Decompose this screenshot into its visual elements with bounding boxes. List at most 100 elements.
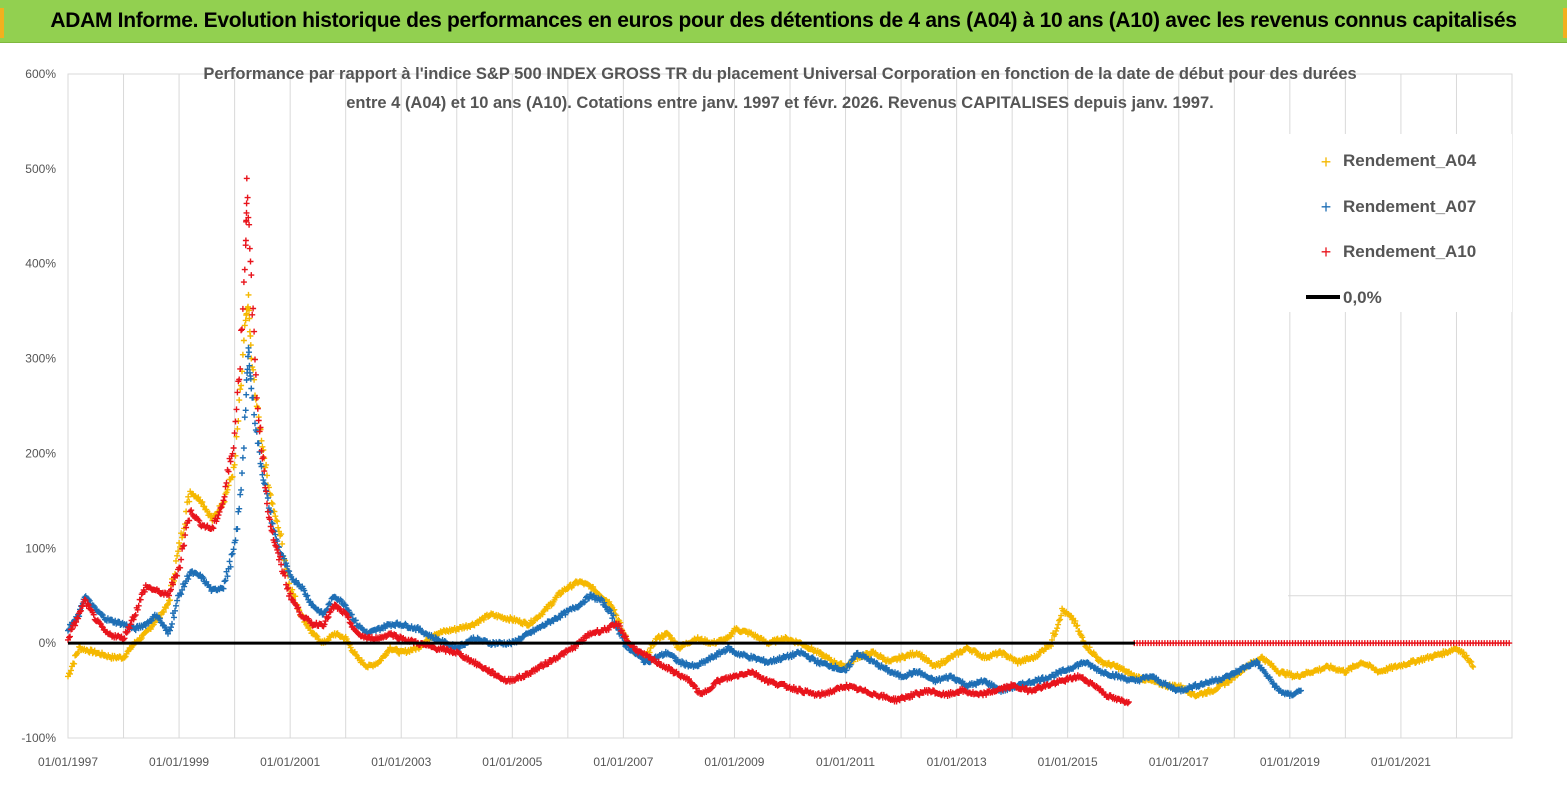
data-point: [590, 584, 597, 590]
data-point: [75, 649, 82, 655]
data-point: [138, 635, 145, 641]
data-point: [306, 624, 313, 631]
data-point: [248, 355, 255, 362]
y-tick-label: 100%: [25, 541, 56, 555]
data-point: [1056, 617, 1063, 624]
data-point: [539, 611, 546, 618]
y-tick-label: 0%: [39, 636, 57, 650]
data-point: [268, 499, 275, 506]
x-axis-ticks: 01/01/1997 01/01/1999 01/01/2001 01/01/2003…: [38, 755, 1431, 769]
legend-marker-a10: +: [1321, 242, 1332, 262]
data-point: [229, 473, 236, 480]
x-tick-label: 01/01/2007: [593, 755, 653, 769]
y-tick-label: 200%: [25, 446, 56, 460]
data-point: [665, 631, 672, 638]
x-tick-label: 01/01/1997: [38, 755, 98, 769]
data-point: [274, 518, 281, 525]
data-point: [972, 647, 978, 654]
data-point: [1074, 622, 1081, 629]
data-point: [1072, 617, 1079, 624]
data-point: [278, 531, 285, 538]
data-point: [668, 634, 675, 641]
data-point: [383, 652, 390, 658]
data-point: [611, 606, 618, 613]
data-point: [516, 617, 523, 624]
data-point: [121, 654, 128, 661]
data-point: [198, 500, 205, 507]
x-tick-label: 01/01/2011: [816, 755, 875, 769]
data-point: [1203, 690, 1210, 697]
data-point: [71, 660, 78, 667]
data-point: [544, 605, 551, 612]
data-point: [236, 397, 243, 404]
legend-label-a07: Rendement_A07: [1343, 197, 1476, 216]
data-point: [245, 303, 251, 310]
data-point: [237, 386, 244, 393]
data-point: [1055, 621, 1062, 628]
data-point: [201, 503, 208, 510]
data-point: [1057, 616, 1064, 623]
y-tick-label: 500%: [25, 162, 56, 176]
data-point: [1069, 616, 1076, 623]
data-point: [1076, 628, 1083, 635]
data-point: [521, 618, 528, 625]
x-tick-label: 01/01/2019: [1260, 755, 1320, 769]
data-point: [782, 634, 789, 640]
data-point: [272, 513, 279, 520]
data-point: [1092, 653, 1099, 660]
data-point: [292, 593, 299, 600]
data-point: [955, 651, 962, 658]
data-point: [76, 643, 83, 650]
data-point: [729, 630, 736, 637]
data-point: [1214, 686, 1220, 692]
data-point: [647, 645, 654, 652]
data-point: [234, 425, 241, 432]
data-point: [238, 382, 245, 389]
y-axis-ticks: -100% 0% 100% 200% 300% 400% 500% 600%: [21, 67, 56, 745]
data-point: [1340, 666, 1347, 673]
y-tick-label: 400%: [25, 257, 56, 271]
data-point: [162, 605, 169, 611]
data-point: [245, 291, 252, 298]
x-tick-label: 01/01/2021: [1371, 755, 1431, 769]
data-point: [1058, 612, 1065, 619]
data-point: [267, 492, 274, 498]
chart-title-line-2: entre 4 (A04) et 10 ans (A10). Cotations…: [346, 94, 1214, 112]
legend: + Rendement_A04 + Rendement_A07 + Rendem…: [1280, 134, 1512, 312]
data-point: [867, 652, 874, 658]
data-point: [246, 307, 252, 314]
data-point: [246, 315, 253, 322]
data-point: [1079, 634, 1086, 641]
data-point: [251, 376, 258, 383]
data-point: [250, 366, 257, 373]
corner-accent-left: [0, 8, 4, 38]
data-point: [1001, 649, 1008, 656]
data-point: [241, 322, 248, 329]
data-point: [678, 644, 684, 651]
data-point: [358, 657, 365, 664]
data-point: [1086, 644, 1093, 651]
x-tick-label: 01/01/2001: [260, 755, 320, 769]
report-banner: ADAM Informe. Evolution historique des p…: [0, 0, 1567, 43]
y-tick-label: 300%: [25, 352, 56, 366]
data-point: [263, 461, 270, 468]
report-title: ADAM Informe. Evolution historique des p…: [50, 9, 1517, 32]
data-point: [176, 540, 183, 546]
data-point: [279, 540, 286, 547]
data-point: [173, 557, 179, 564]
data-point: [1177, 682, 1184, 689]
data-point: [1372, 666, 1379, 673]
corner-accent-right: [1563, 8, 1567, 38]
data-point: [185, 493, 192, 500]
data-point: [199, 499, 206, 505]
data-point: [233, 433, 240, 440]
data-point: [480, 616, 487, 623]
data-point: [1052, 631, 1059, 638]
data-point: [1002, 651, 1009, 657]
data-point: [175, 548, 182, 555]
data-point: [67, 670, 73, 677]
legend-marker-a07: +: [1321, 197, 1332, 217]
data-point: [247, 333, 254, 339]
x-tick-label: 01/01/2013: [927, 755, 987, 769]
data-point: [231, 461, 238, 468]
